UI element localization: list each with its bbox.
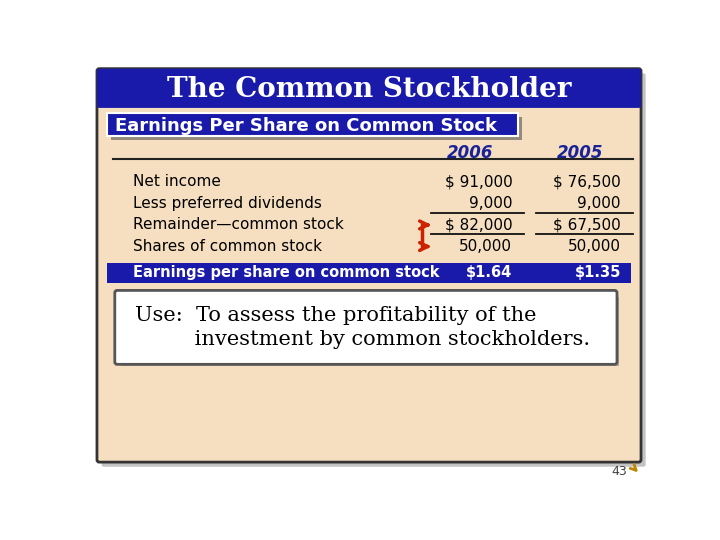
Text: Remainder—common stock: Remainder—common stock bbox=[132, 218, 343, 232]
Text: $1.35: $1.35 bbox=[575, 265, 621, 280]
Text: 2006: 2006 bbox=[446, 144, 493, 163]
Text: Shares of common stock: Shares of common stock bbox=[132, 239, 322, 254]
Bar bbox=[107, 262, 631, 283]
Text: Earnings per share on common stock: Earnings per share on common stock bbox=[132, 265, 439, 280]
FancyBboxPatch shape bbox=[107, 113, 518, 137]
Text: Net income: Net income bbox=[132, 174, 220, 190]
Text: The Common Stockholder: The Common Stockholder bbox=[167, 76, 571, 103]
FancyBboxPatch shape bbox=[114, 291, 617, 365]
FancyBboxPatch shape bbox=[111, 117, 522, 140]
Text: $ 91,000: $ 91,000 bbox=[445, 174, 513, 190]
FancyBboxPatch shape bbox=[97, 69, 641, 462]
Text: $ 76,500: $ 76,500 bbox=[553, 174, 621, 190]
Text: $ 67,500: $ 67,500 bbox=[553, 218, 621, 232]
Text: $1.64: $1.64 bbox=[466, 265, 513, 280]
Text: investment by common stockholders.: investment by common stockholders. bbox=[135, 330, 590, 349]
Text: 9,000: 9,000 bbox=[469, 196, 513, 211]
Text: 50,000: 50,000 bbox=[568, 239, 621, 254]
Text: 50,000: 50,000 bbox=[459, 239, 513, 254]
Text: Earnings Per Share on Common Stock: Earnings Per Share on Common Stock bbox=[114, 117, 497, 134]
FancyBboxPatch shape bbox=[102, 73, 646, 467]
Text: 43: 43 bbox=[611, 465, 627, 478]
Text: $ 82,000: $ 82,000 bbox=[445, 218, 513, 232]
Text: 2005: 2005 bbox=[557, 144, 603, 163]
Text: Use:  To assess the profitability of the: Use: To assess the profitability of the bbox=[135, 306, 536, 325]
FancyBboxPatch shape bbox=[121, 296, 618, 366]
Text: 9,000: 9,000 bbox=[577, 196, 621, 211]
Bar bbox=[99, 71, 639, 106]
Text: Less preferred dividends: Less preferred dividends bbox=[132, 196, 322, 211]
FancyBboxPatch shape bbox=[97, 69, 641, 108]
